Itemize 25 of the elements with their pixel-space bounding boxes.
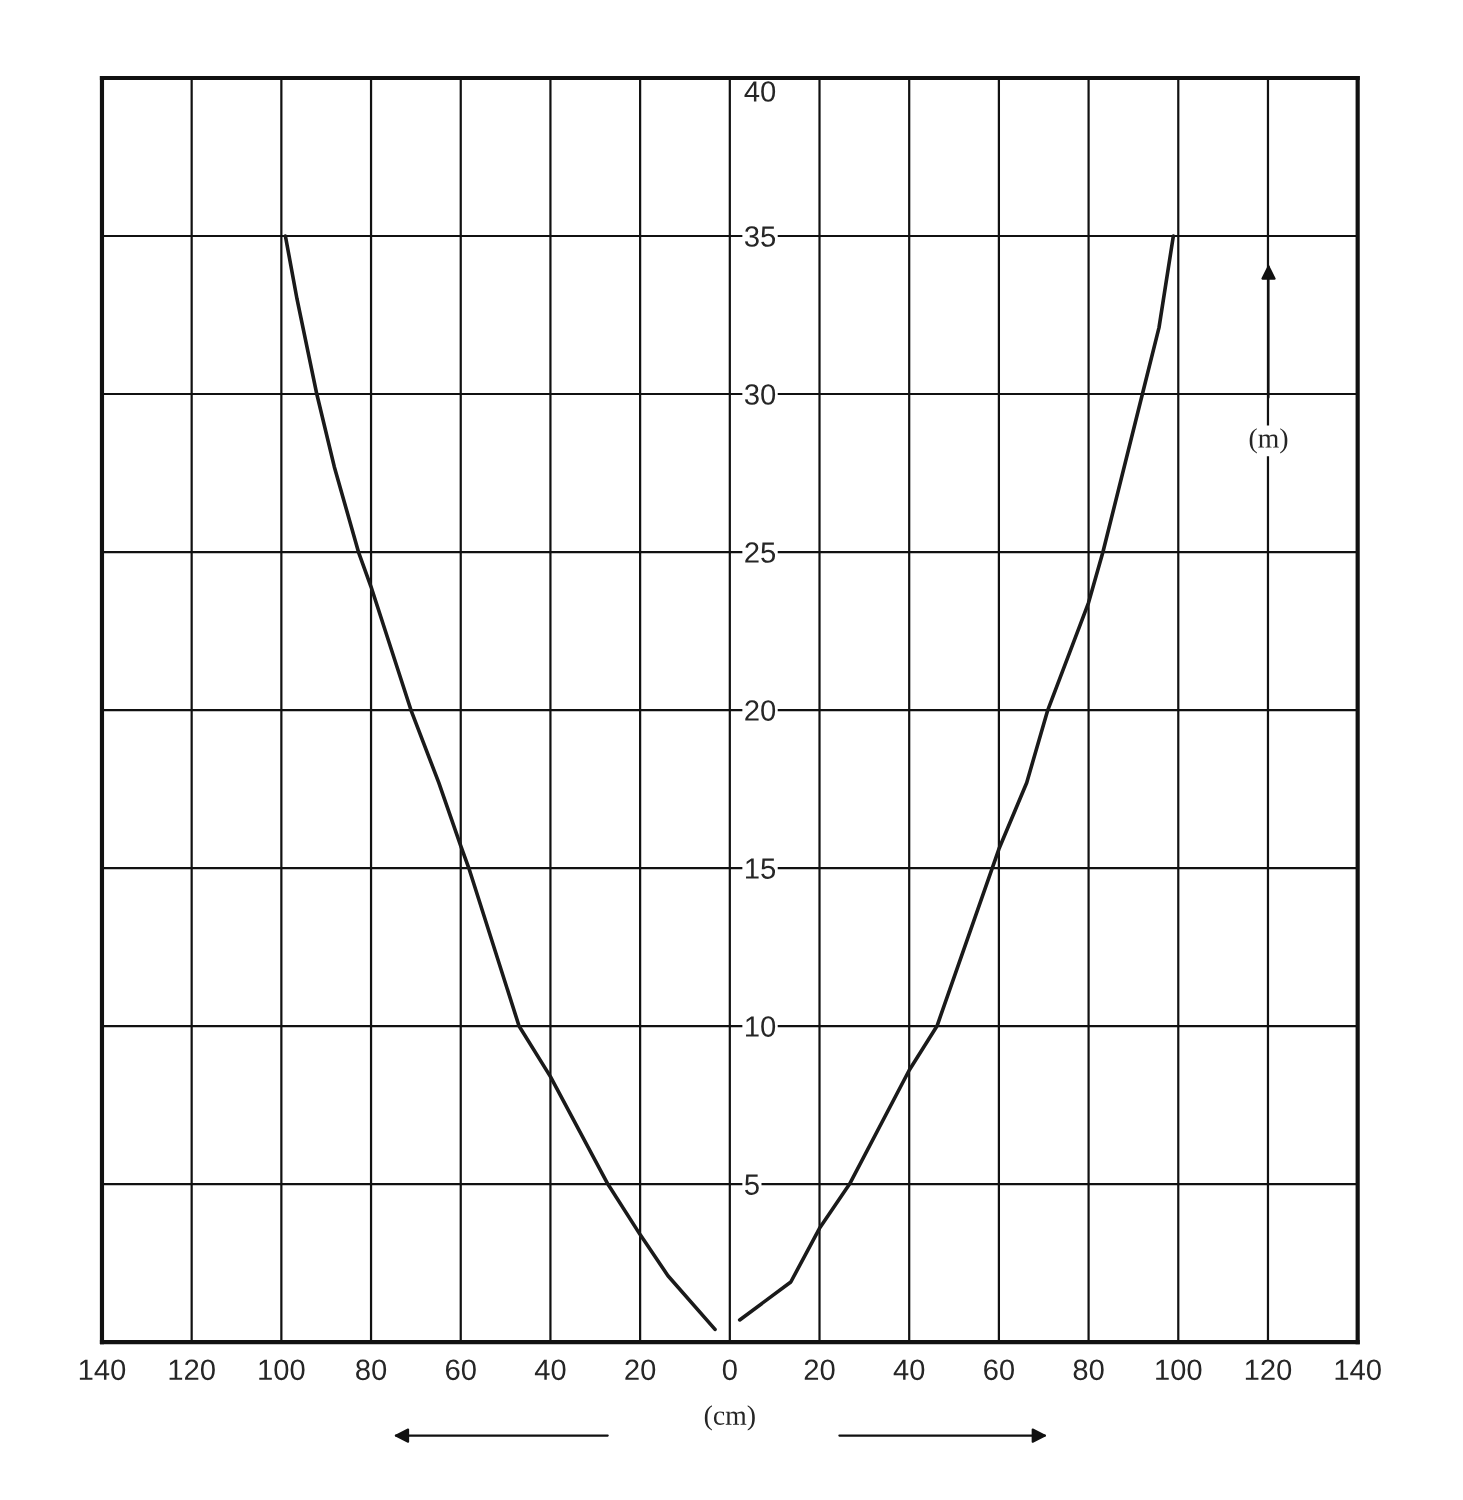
x-tick-label: 20 — [804, 1359, 835, 1381]
y-axis-title: (m) — [1249, 428, 1288, 454]
x-tick-label: 60 — [984, 1359, 1014, 1381]
y-tick-label: 20 — [745, 700, 776, 721]
x-tick-label: 0 — [722, 1359, 737, 1381]
x-tick-label: 80 — [1073, 1359, 1104, 1381]
y-tick-label: 15 — [746, 858, 776, 879]
x-tick-label: 40 — [893, 1359, 925, 1381]
x-tick-label: 140 — [79, 1359, 126, 1381]
x-tick-label: 100 — [1156, 1359, 1202, 1381]
y-tick-label: 30 — [744, 384, 776, 405]
x-tick-label: 100 — [259, 1359, 305, 1381]
x-axis-title: (cm) — [704, 1405, 755, 1431]
y-tick-label: 40 — [744, 81, 776, 102]
x-tick-label: 120 — [169, 1359, 215, 1381]
x-tick-label: 20 — [625, 1359, 656, 1381]
x-tick-label: 40 — [534, 1359, 566, 1381]
x-tick-label: 140 — [1335, 1359, 1381, 1381]
x-tick-label: 80 — [356, 1359, 387, 1381]
x-tick-label: 120 — [1245, 1359, 1292, 1381]
y-tick-label: 35 — [744, 226, 776, 247]
x-tick-label: 60 — [446, 1359, 476, 1381]
y-tick-label: 25 — [745, 542, 776, 563]
y-tick-label: 10 — [746, 1016, 776, 1037]
y-tick-label: 5 — [744, 1174, 759, 1195]
